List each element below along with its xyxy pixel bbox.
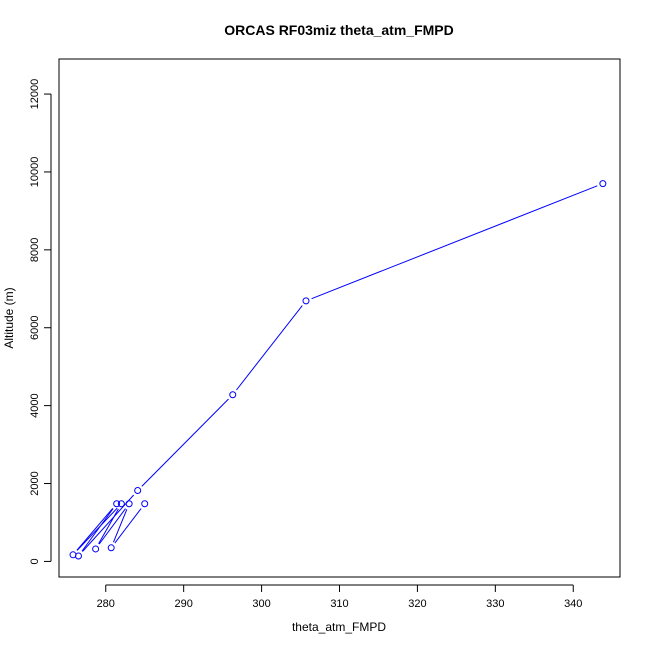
y-axis-label: Altitude (m) (2, 287, 16, 348)
x-tick-label: 300 (252, 598, 270, 610)
data-point (141, 500, 149, 508)
series-segment (76, 508, 114, 551)
data-point (302, 297, 310, 305)
data-point (107, 544, 115, 552)
y-tick-label: 6000 (29, 315, 41, 339)
data-point (125, 500, 133, 508)
y-tick-label: 4000 (29, 393, 41, 417)
y-tick-label: 12000 (29, 79, 41, 110)
data-point (134, 487, 142, 495)
data-point (69, 551, 77, 559)
series-segment (82, 494, 135, 552)
y-tick-label: 0 (29, 558, 41, 564)
series-segment (98, 508, 119, 544)
y-tick-label: 10000 (29, 157, 41, 188)
data-point (92, 545, 100, 553)
series-segment (141, 398, 229, 487)
x-tick-label: 340 (564, 598, 582, 610)
x-tick-label: 320 (408, 598, 426, 610)
series-points (69, 180, 607, 560)
x-tick-label: 310 (330, 598, 348, 610)
data-point (113, 500, 121, 508)
series-lines (76, 185, 598, 552)
series-segment (311, 185, 598, 300)
x-tick-label: 330 (486, 598, 504, 610)
plot-area-frame (58, 58, 621, 578)
x-tick-label: 290 (174, 598, 192, 610)
data-point (599, 180, 607, 188)
series-segment (98, 508, 126, 545)
x-axis-label: theta_atm_FMPD (292, 620, 386, 634)
chart-title: ORCAS RF03miz theta_atm_FMPD (224, 22, 454, 38)
data-point (117, 500, 125, 508)
series-segment (113, 509, 128, 543)
series-segment (81, 508, 114, 552)
x-tick-label: 280 (97, 598, 115, 610)
y-tick-label: 8000 (29, 238, 41, 262)
series-segment (236, 305, 303, 391)
y-axis: 0 2000 4000 6000 8000 10000 12000 (29, 79, 52, 564)
series-segment (76, 507, 118, 551)
data-point (229, 391, 237, 399)
x-axis: 280 290 300 310 320 330 340 (97, 584, 582, 610)
series-segment (114, 508, 142, 544)
y-tick-label: 2000 (29, 471, 41, 495)
